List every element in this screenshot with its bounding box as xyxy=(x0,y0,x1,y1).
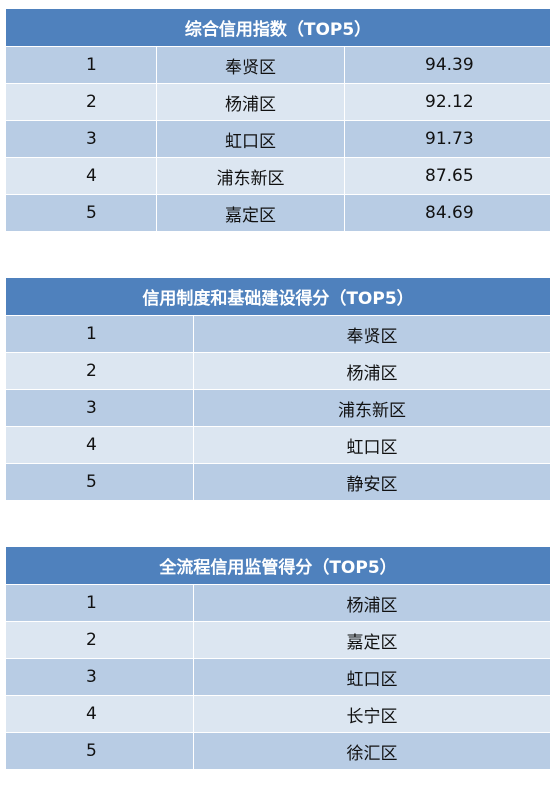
district-cell: 徐汇区 xyxy=(193,732,551,770)
table-row: 5 静安区 xyxy=(5,463,551,501)
district-cell: 杨浦区 xyxy=(156,83,345,121)
rank-cell: 1 xyxy=(5,46,157,84)
rank-cell: 5 xyxy=(5,463,194,501)
rank-cell: 3 xyxy=(5,658,194,696)
district-cell: 虹口区 xyxy=(193,658,551,696)
rank-cell: 1 xyxy=(5,584,194,622)
district-cell: 杨浦区 xyxy=(193,584,551,622)
table-title: 综合信用指数（TOP5） xyxy=(4,8,552,47)
district-cell: 虹口区 xyxy=(193,426,551,464)
rank-cell: 3 xyxy=(5,120,157,158)
full-process-supervision-table: 全流程信用监管得分（TOP5） 1 杨浦区 2 嘉定区 3 虹口区 4 长宁区 … xyxy=(5,546,551,770)
table-row: 3 虹口区 91.73 xyxy=(5,120,552,158)
score-cell: 84.69 xyxy=(343,194,552,232)
district-cell: 虹口区 xyxy=(156,120,345,158)
district-cell: 奉贤区 xyxy=(193,315,551,353)
rank-cell: 5 xyxy=(5,732,194,770)
rank-cell: 2 xyxy=(5,352,194,390)
table-row: 1 奉贤区 xyxy=(5,315,551,353)
table-row: 4 长宁区 xyxy=(5,695,551,733)
table-title: 全流程信用监管得分（TOP5） xyxy=(5,546,551,585)
composite-credit-index-table: 综合信用指数（TOP5） 1 奉贤区 94.39 2 杨浦区 92.12 3 虹… xyxy=(4,8,552,232)
credit-system-infrastructure-table: 信用制度和基础建设得分（TOP5） 1 奉贤区 2 杨浦区 3 浦东新区 4 虹… xyxy=(5,277,551,501)
table-row: 3 虹口区 xyxy=(5,658,551,696)
table-row: 1 奉贤区 94.39 xyxy=(5,46,552,84)
district-cell: 长宁区 xyxy=(193,695,551,733)
table-header-row: 全流程信用监管得分（TOP5） xyxy=(5,546,551,585)
rank-cell: 2 xyxy=(5,83,157,121)
table-row: 2 杨浦区 xyxy=(5,352,551,390)
table-title: 信用制度和基础建设得分（TOP5） xyxy=(5,277,551,316)
table-row: 5 嘉定区 84.69 xyxy=(5,194,552,232)
table-row: 5 徐汇区 xyxy=(5,732,551,770)
rank-cell: 4 xyxy=(5,695,194,733)
district-cell: 浦东新区 xyxy=(193,389,551,427)
table-row: 3 浦东新区 xyxy=(5,389,551,427)
score-cell: 91.73 xyxy=(343,120,552,158)
score-cell: 94.39 xyxy=(343,46,552,84)
table-row: 4 虹口区 xyxy=(5,426,551,464)
table-header-row: 综合信用指数（TOP5） xyxy=(4,8,552,47)
rank-cell: 2 xyxy=(5,621,194,659)
district-cell: 浦东新区 xyxy=(156,157,345,195)
rank-cell: 5 xyxy=(5,194,157,232)
district-cell: 静安区 xyxy=(193,463,551,501)
rank-cell: 4 xyxy=(5,157,157,195)
rank-cell: 4 xyxy=(5,426,194,464)
district-cell: 杨浦区 xyxy=(193,352,551,390)
score-cell: 87.65 xyxy=(343,157,552,195)
table-header-row: 信用制度和基础建设得分（TOP5） xyxy=(5,277,551,316)
district-cell: 嘉定区 xyxy=(193,621,551,659)
score-cell: 92.12 xyxy=(343,83,552,121)
rank-cell: 3 xyxy=(5,389,194,427)
table-row: 4 浦东新区 87.65 xyxy=(5,157,552,195)
district-cell: 奉贤区 xyxy=(156,46,345,84)
table-row: 1 杨浦区 xyxy=(5,584,551,622)
district-cell: 嘉定区 xyxy=(156,194,345,232)
rank-cell: 1 xyxy=(5,315,194,353)
table-row: 2 嘉定区 xyxy=(5,621,551,659)
table-row: 2 杨浦区 92.12 xyxy=(5,83,552,121)
